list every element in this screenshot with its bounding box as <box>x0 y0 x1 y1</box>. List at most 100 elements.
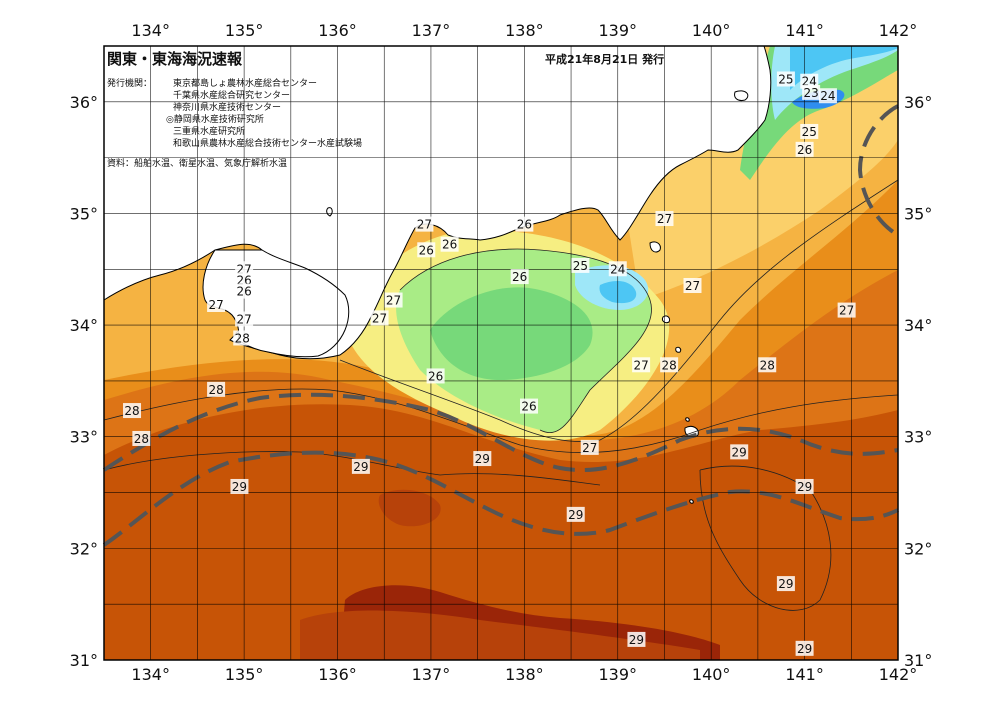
isotherm-label: 27 <box>839 304 854 318</box>
isotherm-label: 26 <box>236 285 251 299</box>
isotherm-label-bg <box>776 576 795 592</box>
isotherm-label-bg <box>795 141 814 157</box>
issuer-5: 三重県水産研究所 <box>173 125 245 137</box>
issuer-4: ◎静岡県水産技術研究所 <box>166 113 264 125</box>
isotherm-label-bg <box>473 451 492 467</box>
issuer-6: 和歌山県農林水産総合技術センター水産試験場 <box>173 137 362 149</box>
isotherm-label: 29 <box>568 508 583 522</box>
isotherm-label-bg <box>776 71 795 87</box>
isotherm-label: 29 <box>797 480 812 494</box>
isotherm-label-bg <box>351 458 370 474</box>
isotherm-label: 29 <box>797 642 812 656</box>
isotherm-label: 29 <box>475 452 490 466</box>
lon-tick-label-top: 138° <box>505 21 544 40</box>
isotherm-label-bg <box>207 381 226 397</box>
isotherm-label-bg <box>660 357 679 373</box>
lon-tick-label-bottom: 141° <box>785 665 824 684</box>
isotherm-label-bg <box>571 257 590 273</box>
lat-labels-right: 31° 32° 33° 34° 35° 36° <box>904 93 932 670</box>
lat-tick-label-left: 34° <box>70 316 98 335</box>
water-26-inner <box>430 287 593 380</box>
land-masses <box>103 45 772 504</box>
isotherm-label: 27 <box>633 358 648 372</box>
isotherm-label-bg <box>384 292 403 308</box>
isotherm-label: 29 <box>778 577 793 591</box>
isotherm-label-bg <box>800 123 819 139</box>
isotherm-label-bg <box>510 269 529 285</box>
lon-labels-top: 134° 135° 136° 137° 138° 139° 140° 141° 142° <box>131 21 917 40</box>
isotherm-label-bg <box>515 216 534 232</box>
isotherm-label: 28 <box>760 358 775 372</box>
isotherm-label-bg <box>580 439 599 455</box>
lon-tick-label-bottom: 139° <box>598 665 637 684</box>
lon-tick-label-bottom: 137° <box>412 665 451 684</box>
lat-tick-label-right: 34° <box>904 316 932 335</box>
land-niijima <box>662 315 670 324</box>
kuroshio-axis-south <box>102 450 899 547</box>
land-miyake <box>675 346 682 353</box>
lon-tick-label-bottom: 134° <box>131 665 170 684</box>
isotherm-label-bg <box>417 242 436 258</box>
isotherm-label: 25 <box>573 259 588 273</box>
kuroshio-axis-lines <box>102 104 900 547</box>
isotherm-27-line <box>339 179 899 442</box>
isotherm-label-bg <box>608 261 627 277</box>
isotherm-label: 26 <box>512 270 527 284</box>
land-mikura <box>685 417 690 422</box>
lon-tick-label-top: 141° <box>785 21 824 40</box>
isotherm-label: 27 <box>236 313 251 327</box>
isotherm-label: 26 <box>797 143 812 157</box>
isotherm-label: 28 <box>235 331 250 345</box>
issuer-1: 東京都島しょ農林水産総合センター <box>173 77 317 89</box>
isotherm-label-bg <box>837 302 856 318</box>
isotherm-label-bg <box>566 506 585 522</box>
lat-labels-left: 31° 32° 33° 34° 35° 36° <box>70 93 98 670</box>
isotherm-label-bg <box>818 88 837 104</box>
isotherm-label: 26 <box>521 400 536 414</box>
lon-tick-label-top: 142° <box>879 21 918 40</box>
isotherm-label-bg <box>440 236 459 252</box>
lon-tick-label-bottom: 135° <box>225 665 264 684</box>
isotherm-label: 26 <box>517 218 532 232</box>
isotherm-label: 25 <box>802 125 817 139</box>
lat-tick-label-right: 31° <box>904 651 932 670</box>
issuer-label: 発行機関： <box>107 77 152 89</box>
isotherm-label: 24 <box>820 89 835 103</box>
isotherm-label-bg <box>132 430 151 446</box>
issuer-3: 神奈川県水産技術センター <box>173 101 281 113</box>
isotherm-label-bg <box>795 640 814 656</box>
lon-tick-label-top: 136° <box>318 21 357 40</box>
isotherm-label-bg <box>207 296 226 312</box>
lat-tick-label-left: 36° <box>70 93 98 112</box>
isotherm-26-line <box>399 248 652 433</box>
kuroshio-eddy-east <box>857 104 900 237</box>
isotherm-label-bg <box>520 398 539 414</box>
isotherm-label: 25 <box>778 72 793 86</box>
isotherm-label-bg <box>730 444 749 460</box>
lat-tick-label-left: 33° <box>70 428 98 447</box>
isotherm-label: 27 <box>582 441 597 455</box>
isotherm-label-bg <box>233 330 252 346</box>
isotherm-label: 29 <box>353 460 368 474</box>
issue-date: 平成21年8月21日 発行 <box>545 52 664 66</box>
isotherm-label: 29 <box>232 480 247 494</box>
isotherm-label: 26 <box>428 369 443 383</box>
lon-tick-label-top: 134° <box>131 21 170 40</box>
lon-tick-label-bottom: 136° <box>318 665 357 684</box>
lat-tick-label-right: 32° <box>904 539 932 558</box>
lon-tick-label-top: 139° <box>598 21 637 40</box>
isotherm-label-bg <box>802 84 821 100</box>
isotherm-label-bg <box>758 357 777 373</box>
isotherm-label-bg <box>426 368 445 384</box>
lon-tick-label-top: 137° <box>412 21 451 40</box>
water-29-dark-west <box>378 489 441 527</box>
isotherm-label: 26 <box>419 243 434 257</box>
isotherm-label: 27 <box>657 212 672 226</box>
isotherm-label: 28 <box>662 358 677 372</box>
isotherm-label-bg <box>235 283 254 299</box>
lon-tick-label-top: 140° <box>692 21 731 40</box>
isotherm-label-bg <box>795 478 814 494</box>
header-block: 関東・東海海況速報 平成21年8月21日 発行 発行機関： 東京都島しょ農林水産… <box>107 50 664 169</box>
